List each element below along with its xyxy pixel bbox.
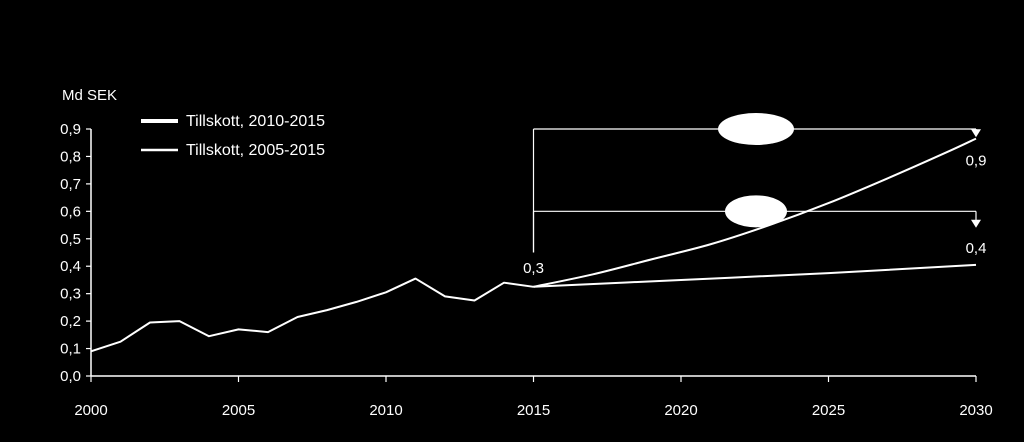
x-tick-label: 2005: [222, 402, 255, 419]
x-tick-label: 2030: [959, 402, 992, 419]
annotations: 0,3 0,9 0,4: [523, 153, 986, 277]
y-tick-label: 0,2: [60, 313, 81, 330]
y-tick-label: 0,8: [60, 148, 81, 165]
bracket-arrowhead: [971, 129, 981, 138]
value-annotation: 0,9: [966, 153, 987, 170]
brackets: [532, 113, 981, 253]
x-tick-label: 2000: [74, 402, 107, 419]
value-annotation: 0,4: [966, 240, 987, 257]
y-tick-label: 0,4: [60, 258, 81, 275]
bracket-arrowhead: [971, 219, 981, 228]
series-lines: [90, 137, 977, 353]
y-tick-label: 0,1: [60, 341, 81, 358]
legend: Tillskott, 2010-2015 Tillskott, 2005-2015: [141, 113, 325, 159]
bracket-oval-marker: [718, 113, 794, 145]
x-tick-label: 2015: [517, 402, 550, 419]
y-tick-label: 0,6: [60, 203, 81, 220]
y-tick-label: 0,3: [60, 286, 81, 303]
historical-line: [90, 277, 534, 353]
y-tick-label: 0,7: [60, 176, 81, 193]
x-tick-label: 2010: [369, 402, 402, 419]
y-tick-label: 0,9: [60, 121, 81, 138]
legend-label: Tillskott, 2005-2015: [186, 142, 325, 159]
x-tick-label: 2020: [664, 402, 697, 419]
x-tick-label: 2025: [812, 402, 845, 419]
axes: 0,0 0,1 0,2 0,3 0,4 0,5 0,6 0,7 0,8 0,9 2000 2005 20…: [60, 121, 993, 419]
y-tick-label: 0,5: [60, 231, 81, 248]
bracket-oval-marker: [725, 195, 787, 228]
legend-label: Tillskott, 2010-2015: [186, 113, 325, 130]
series-line-2: [533, 263, 977, 288]
value-annotation: 0,3: [523, 260, 544, 277]
series-line-1: [533, 137, 977, 288]
y-tick-label: 0,0: [60, 368, 81, 385]
y-axis-unit-label: Md SEK: [62, 87, 117, 104]
